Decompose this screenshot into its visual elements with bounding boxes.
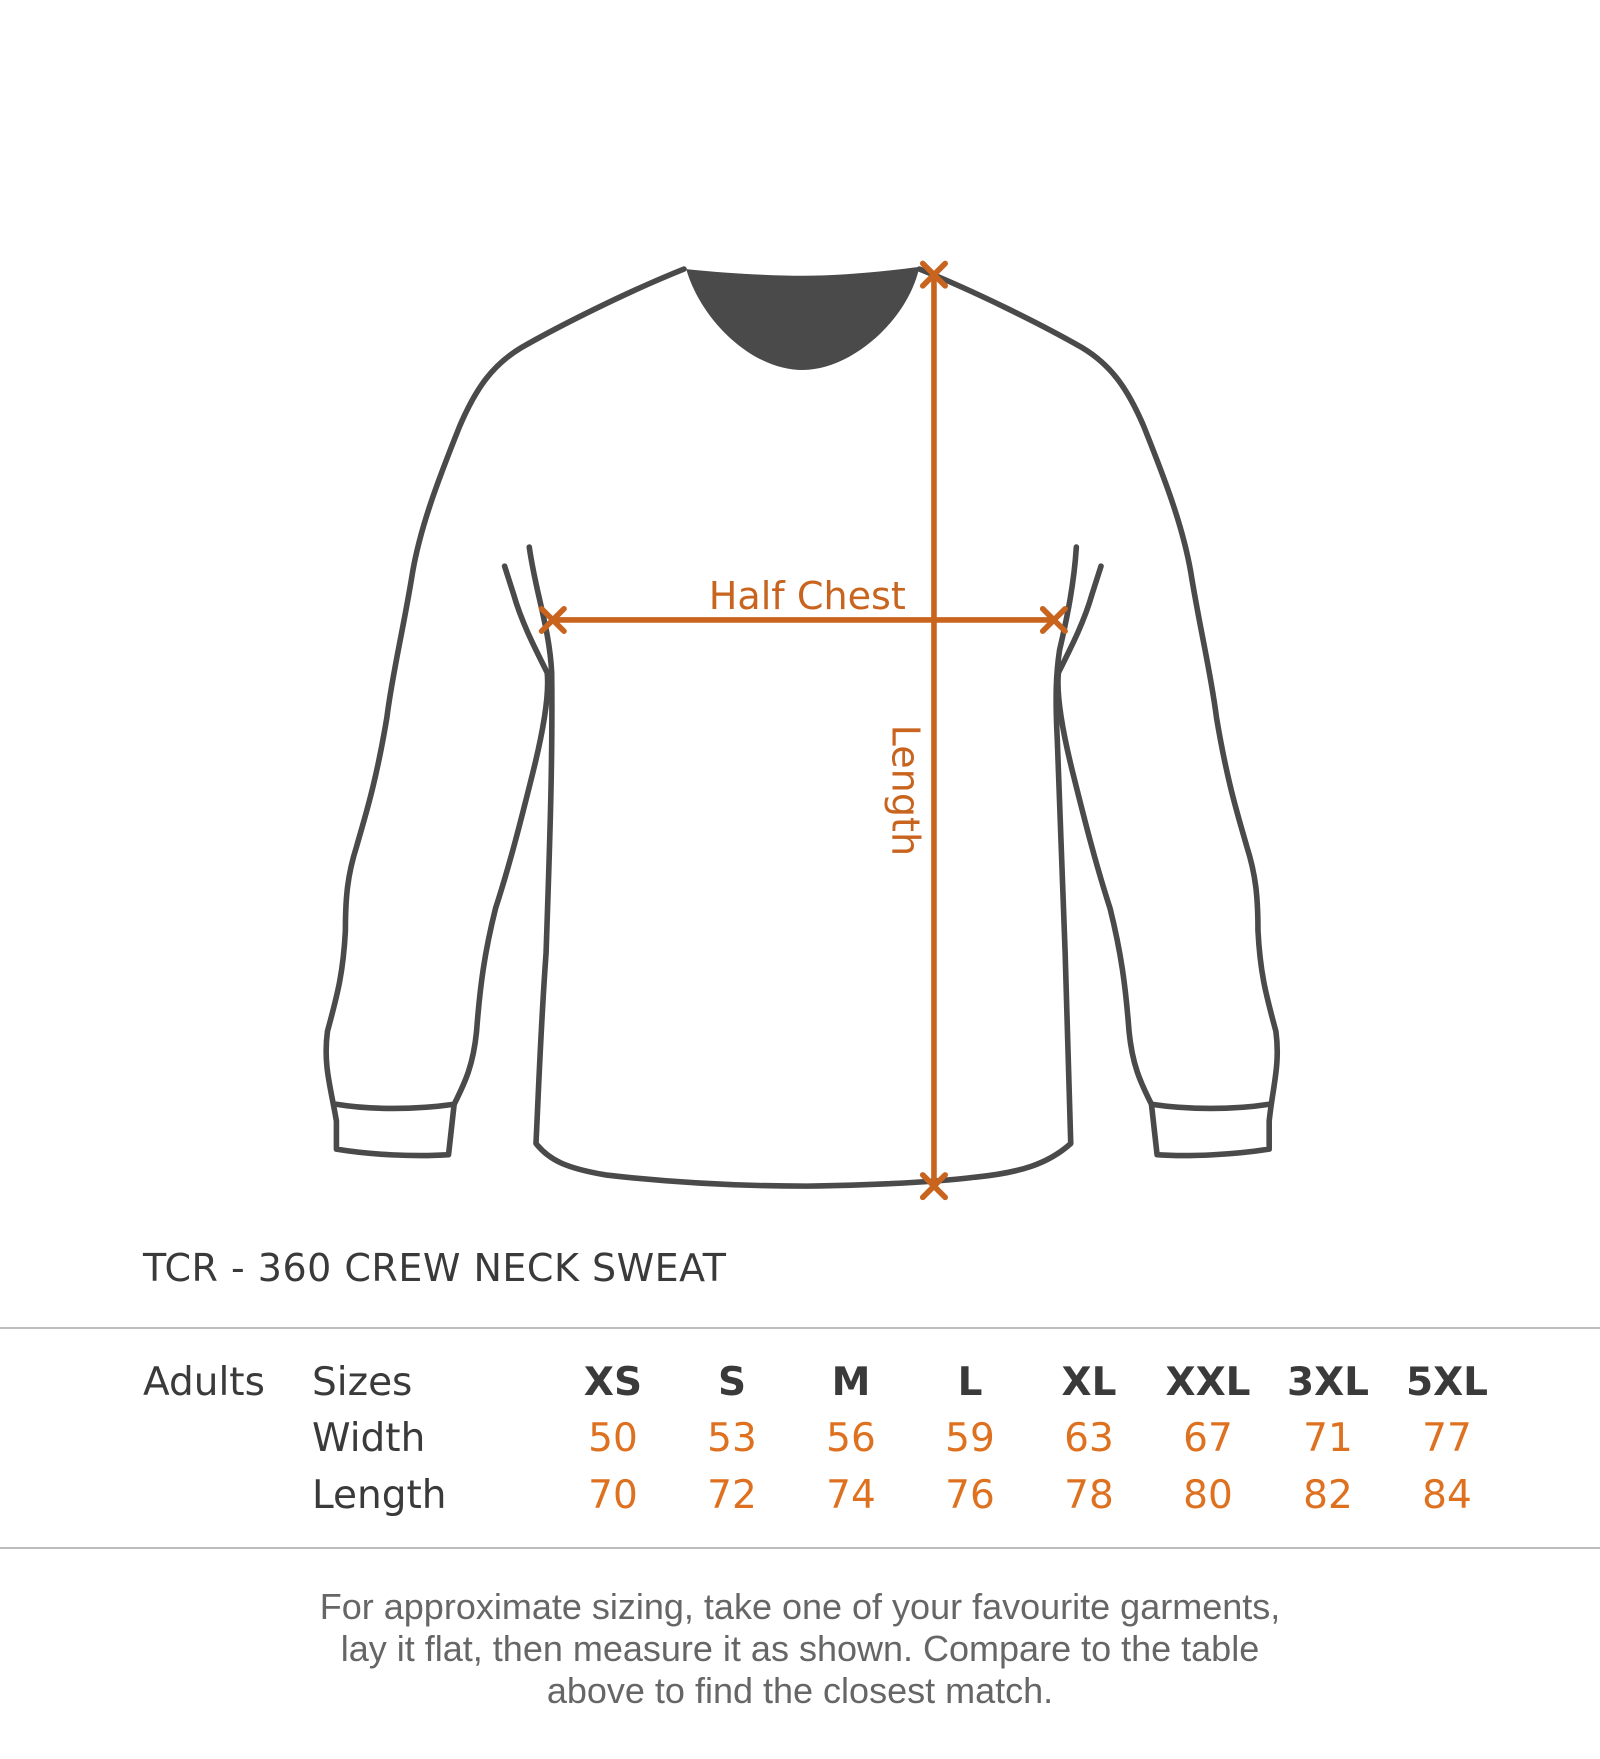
half-chest-left-cross-icon — [538, 605, 567, 634]
left-cuff-line — [333, 1101, 457, 1112]
row-label-width: Width — [312, 1416, 426, 1461]
size-header: XS — [583, 1360, 643, 1405]
length-value: 74 — [826, 1473, 876, 1518]
sizing-instructions: For approximate sizing, take one of your… — [0, 1586, 1600, 1712]
row-label-sizes: Sizes — [312, 1360, 413, 1405]
instruction-line: above to find the closest match. — [546, 1670, 1054, 1711]
width-value: 67 — [1183, 1416, 1233, 1461]
half-chest-label: Half Chest — [709, 574, 906, 618]
width-value: 56 — [826, 1416, 876, 1461]
sizes-row: Adults Sizes XS S M L XL XXL 3XL 5XL — [0, 1360, 1600, 1410]
length-label: Length — [883, 725, 927, 856]
width-value: 50 — [588, 1416, 638, 1461]
product-title: TCR - 360 CREW NECK SWEAT — [143, 1246, 727, 1290]
width-value: 71 — [1303, 1416, 1353, 1461]
right-sleeve-outline — [916, 266, 1281, 1159]
row-label-length: Length — [312, 1473, 447, 1518]
length-value: 84 — [1422, 1473, 1472, 1518]
length-value: 80 — [1183, 1473, 1233, 1518]
length-value: 70 — [588, 1473, 638, 1518]
width-value: 53 — [707, 1416, 757, 1461]
size-header: S — [717, 1360, 747, 1405]
group-label: Adults — [143, 1360, 265, 1405]
size-header: M — [831, 1360, 871, 1405]
divider-top — [0, 1327, 1600, 1329]
length-top-cross-icon — [919, 260, 948, 289]
size-header: 5XL — [1405, 1360, 1489, 1405]
size-header: 3XL — [1286, 1360, 1370, 1405]
size-header: L — [957, 1360, 983, 1405]
divider-bottom — [0, 1547, 1600, 1549]
body-outline — [526, 544, 1080, 1189]
size-header: XXL — [1165, 1360, 1251, 1405]
length-row: Length 70 72 74 76 78 80 82 84 — [0, 1473, 1600, 1523]
length-value: 82 — [1303, 1473, 1353, 1518]
half-chest-right-cross-icon — [1039, 605, 1068, 634]
length-value: 76 — [945, 1473, 995, 1518]
length-value: 72 — [707, 1473, 757, 1518]
length-value: 78 — [1064, 1473, 1114, 1518]
instruction-line: For approximate sizing, take one of your… — [319, 1586, 1281, 1627]
left-sleeve-outline — [323, 266, 687, 1159]
right-cuff-line — [1148, 1101, 1272, 1112]
length-bottom-cross-icon — [919, 1172, 948, 1201]
width-value: 59 — [945, 1416, 995, 1461]
width-value: 77 — [1422, 1416, 1472, 1461]
size-header: XL — [1061, 1360, 1117, 1405]
instruction-line: lay it flat, then measure it as shown. C… — [340, 1628, 1260, 1669]
width-row: Width 50 53 56 59 63 67 71 77 — [0, 1416, 1600, 1466]
neckline — [686, 266, 920, 370]
width-value: 63 — [1064, 1416, 1114, 1461]
